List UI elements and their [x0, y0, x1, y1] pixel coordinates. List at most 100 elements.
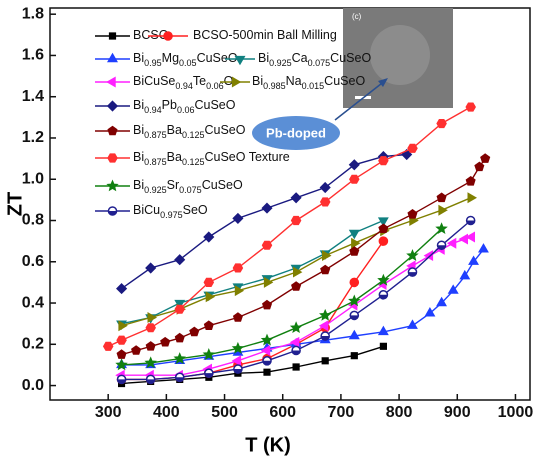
marker — [291, 193, 301, 203]
y-tick-label: 1.4 — [22, 88, 44, 105]
legend-item: BCSO — [95, 28, 169, 42]
y-tick-label: 0.2 — [22, 336, 44, 353]
legend-item: Bi0.875Ba0.125CuSeO — [95, 123, 246, 140]
marker — [351, 353, 357, 359]
y-tick-label: 1.6 — [22, 47, 44, 64]
series-line — [122, 221, 471, 380]
legend-marker — [107, 77, 115, 87]
marker — [146, 263, 156, 273]
marker — [466, 103, 476, 111]
series-line — [122, 229, 442, 365]
series-line — [122, 241, 384, 379]
marker — [350, 175, 360, 183]
marker — [408, 210, 417, 219]
marker — [468, 193, 476, 203]
marker — [262, 241, 272, 249]
y-tick-label: 1.8 — [22, 5, 44, 22]
marker — [204, 278, 214, 286]
marker — [320, 198, 330, 206]
x-tick-label: 400 — [153, 404, 180, 421]
y-tick-label: 1.2 — [22, 129, 44, 146]
legend-marker — [164, 32, 173, 41]
legend-item: Bi0.95Mg0.05CuSeO — [95, 51, 238, 68]
marker — [350, 230, 360, 238]
series — [117, 216, 475, 383]
x-tick-label: 700 — [328, 404, 355, 421]
x-tick-label: 800 — [386, 404, 413, 421]
marker — [175, 333, 184, 342]
chart: T (K) ZT (c) Pb-doped 300400500600700800… — [0, 0, 537, 464]
x-tick-label: 900 — [444, 404, 471, 421]
marker — [233, 213, 243, 223]
x-tick-label: 600 — [269, 404, 296, 421]
legend-marker — [107, 181, 117, 191]
x-axis-label: T (K) — [245, 434, 291, 456]
marker — [132, 346, 141, 355]
marker — [437, 193, 446, 202]
legend-label: Bi0.94Pb0.06CuSeO — [133, 98, 236, 115]
marker — [190, 327, 199, 336]
y-tick-label: 0.0 — [22, 377, 44, 394]
legend-marker — [108, 126, 117, 135]
marker — [161, 337, 170, 346]
legend-label: BiCuSe0.94Te0.06O — [133, 74, 234, 91]
marker — [320, 310, 330, 320]
marker — [103, 342, 113, 350]
x-tick-label: 500 — [211, 404, 238, 421]
marker — [291, 216, 301, 224]
marker — [146, 324, 156, 332]
marker — [262, 203, 272, 213]
legend-label: BiCu0.975SeO — [133, 203, 208, 220]
legend-label: Bi0.875Ba0.125CuSeO — [133, 123, 246, 140]
inset-texture — [370, 25, 430, 85]
series — [116, 232, 475, 380]
legend-label: BCSO-500min Ball Milling — [193, 28, 337, 42]
marker — [379, 224, 388, 233]
legend-label: Bi0.925Sr0.075CuSeO — [133, 178, 243, 195]
legend-item: Bi0.94Pb0.06CuSeO — [95, 98, 236, 115]
legend-marker — [109, 33, 115, 39]
legend-marker — [108, 54, 118, 62]
x-tick-label: 1000 — [498, 404, 534, 421]
legend-item: BiCuSe0.94Te0.06O — [95, 74, 234, 91]
marker — [408, 144, 418, 152]
legend-item: Bi0.875Ba0.125CuSeO Texture — [95, 150, 290, 167]
marker — [264, 369, 270, 375]
marker — [146, 342, 155, 351]
marker — [233, 313, 242, 322]
y-tick-label: 0.6 — [22, 253, 44, 270]
y-tick-label: 0.4 — [22, 294, 44, 311]
marker — [175, 305, 185, 313]
marker — [380, 343, 386, 349]
annotation: Pb-doped — [266, 125, 326, 140]
marker — [466, 177, 475, 186]
legend-label: Bi0.95Mg0.05CuSeO — [133, 51, 238, 68]
legend-label: Bi0.875Ba0.125CuSeO Texture — [133, 150, 290, 167]
legend-marker — [232, 77, 240, 87]
legend-item: Bi0.925Sr0.075CuSeO — [95, 178, 243, 195]
marker — [293, 364, 299, 370]
marker — [350, 331, 360, 339]
marker — [439, 205, 447, 215]
marker — [233, 264, 243, 272]
marker — [350, 278, 359, 287]
legend-item: BCSO-500min Ball Milling — [148, 28, 337, 42]
marker — [117, 336, 127, 344]
y-tick-label: 1.0 — [22, 170, 44, 187]
series-line — [122, 221, 384, 324]
marker — [479, 244, 489, 252]
y-tick-label: 0.8 — [22, 212, 44, 229]
legend-marker — [108, 101, 118, 111]
marker — [425, 308, 435, 316]
marker — [117, 350, 126, 359]
marker — [459, 234, 467, 244]
marker — [350, 247, 359, 256]
legend-marker — [108, 154, 118, 162]
marker — [437, 119, 447, 127]
marker — [291, 322, 301, 332]
marker — [322, 358, 328, 364]
marker — [481, 154, 490, 163]
inset-label: (c) — [352, 12, 362, 21]
marker — [379, 237, 388, 246]
marker — [379, 157, 389, 165]
